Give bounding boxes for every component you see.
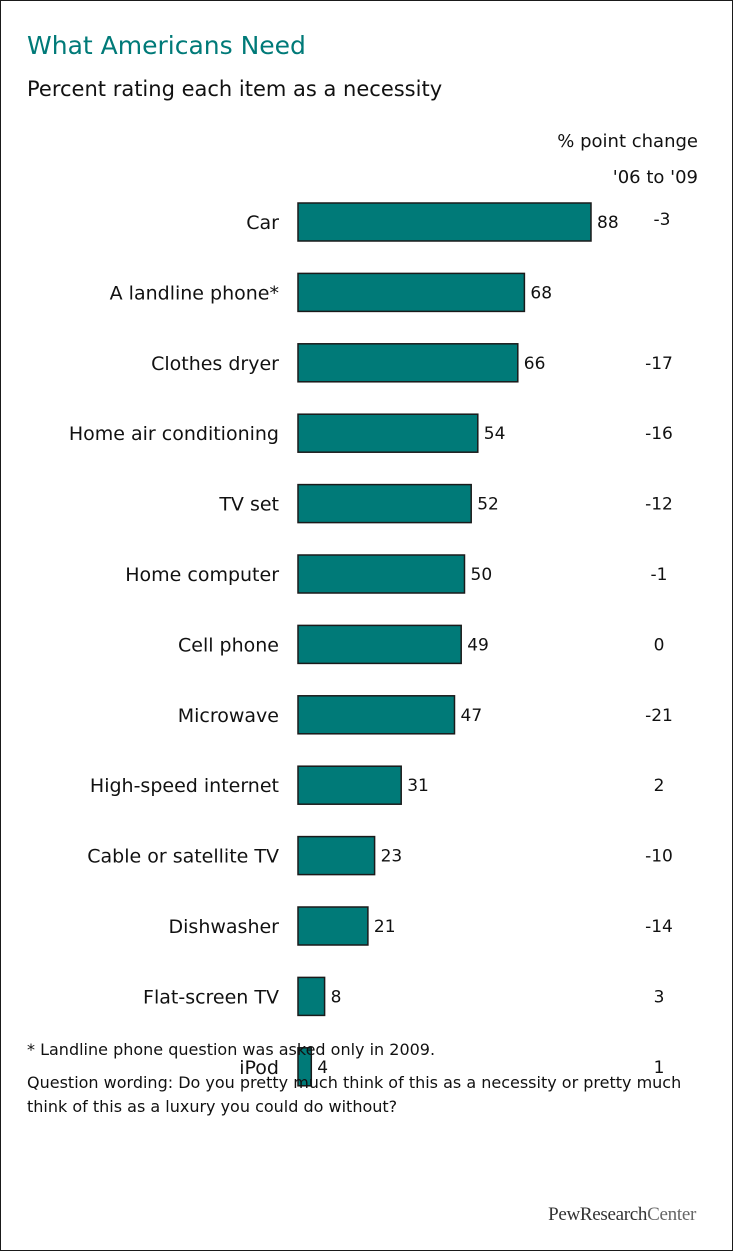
bar-5 — [297, 554, 466, 594]
change-value: 3 — [654, 987, 665, 1007]
change-column-period: '06 to '09 — [612, 167, 698, 188]
question-wording-note: Question wording: Do you pretty much thi… — [27, 1073, 682, 1116]
bar-1 — [297, 272, 526, 313]
bar-2 — [297, 343, 519, 383]
bar-11 — [297, 976, 326, 1017]
category-label: Cable or satellite TV — [87, 846, 279, 868]
bar-value-label: 8 — [331, 987, 342, 1007]
category-label: Home air conditioning — [69, 423, 279, 445]
pew-research-logo: PewResearchCenter — [548, 1204, 696, 1226]
bar-3 — [297, 413, 479, 453]
bar-6 — [297, 624, 462, 665]
bar-value-label: 23 — [381, 847, 403, 867]
change-value: -21 — [645, 706, 673, 726]
bar-value-label: 66 — [524, 354, 546, 374]
logo-text-pewresearch: PewResearch — [548, 1204, 648, 1225]
bar-value-label: 50 — [471, 565, 493, 585]
bar-value-label: 68 — [530, 283, 552, 303]
category-label: High-speed internet — [90, 775, 279, 797]
bar-value-label: 49 — [467, 635, 489, 655]
change-value: 0 — [654, 635, 665, 655]
category-label: Flat-screen TV — [143, 986, 279, 1008]
category-label: Cell phone — [178, 634, 279, 656]
bar-7 — [297, 695, 456, 735]
change-column-header: % point change — [557, 131, 698, 152]
chart-subtitle: Percent rating each item as a necessity — [27, 77, 443, 101]
category-label: iPod — [239, 1057, 279, 1079]
change-value: 1 — [654, 1058, 665, 1078]
change-value: -12 — [645, 495, 673, 515]
bar-9 — [297, 835, 376, 876]
bar-12 — [297, 1047, 313, 1087]
category-label: Microwave — [178, 705, 279, 727]
bar-0 — [297, 202, 592, 242]
category-label: Dishwasher — [169, 916, 280, 938]
change-value: -17 — [645, 354, 673, 374]
bar-value-label: 47 — [461, 706, 483, 726]
landline-footnote: * Landline phone question was asked only… — [27, 1040, 436, 1059]
bar-value-label: 52 — [477, 495, 499, 515]
bar-10 — [297, 906, 369, 946]
chart-title: What Americans Need — [27, 31, 306, 60]
change-value: -3 — [654, 210, 671, 230]
bar-value-label: 21 — [374, 917, 396, 937]
bar-value-label: 88 — [597, 213, 619, 233]
logo-text-center: Center — [647, 1204, 696, 1225]
category-label: TV set — [218, 494, 279, 516]
category-label: A landline phone* — [110, 282, 279, 304]
change-value: -14 — [645, 917, 673, 937]
bar-value-label: 31 — [407, 776, 429, 796]
category-label: Home computer — [125, 564, 279, 586]
category-label: Car — [246, 212, 279, 234]
category-label: Clothes dryer — [151, 353, 279, 375]
bar-value-label: 4 — [317, 1058, 328, 1078]
bar-8 — [297, 765, 402, 805]
change-value: -10 — [645, 847, 673, 867]
change-value: 2 — [654, 776, 665, 796]
bar-4 — [297, 483, 472, 524]
change-value: -16 — [645, 424, 673, 444]
bar-value-label: 54 — [484, 424, 506, 444]
change-value: -1 — [651, 565, 668, 585]
